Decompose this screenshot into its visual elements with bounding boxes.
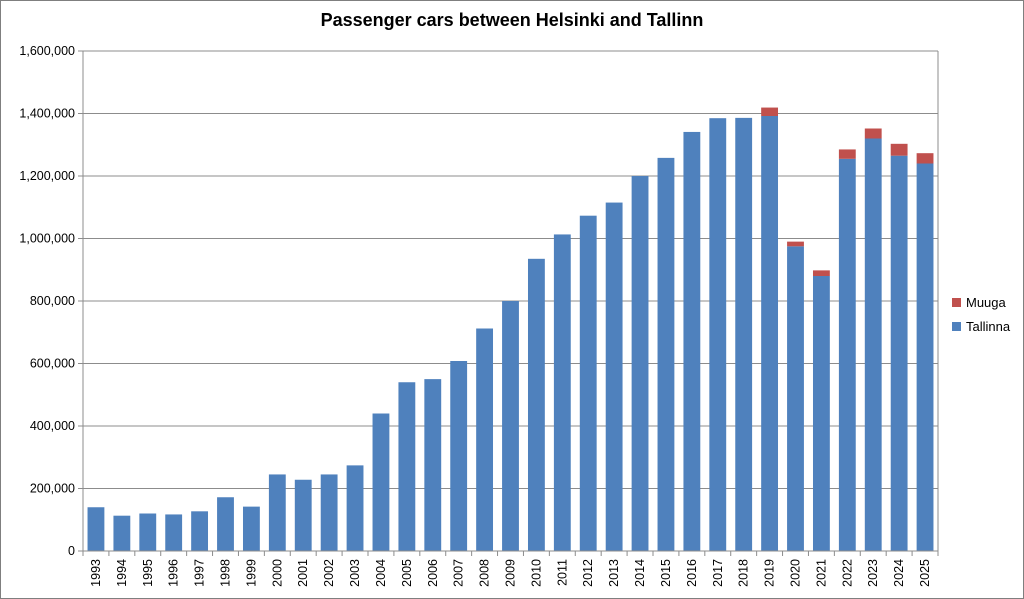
bar-tallinna-1997 [191,511,209,551]
bar-tallinna-2001 [294,479,312,551]
x-tick-label: 2007 [452,559,466,587]
x-tick-label: 1994 [115,559,129,587]
bar-muuga-2025 [916,153,934,164]
bar-tallinna-2008 [476,328,494,551]
x-tick-label: 2021 [814,559,828,587]
bar-tallinna-2018 [735,117,753,551]
x-tick-label: 2017 [711,559,725,587]
bar-tallinna-2021 [812,276,830,551]
y-tick-label: 600,000 [30,357,75,371]
legend-swatch-muuga [952,298,961,307]
bar-tallinna-2002 [320,474,338,551]
bar-tallinna-1999 [242,506,260,551]
x-tick-label: 2002 [322,559,336,587]
bar-tallinna-2009 [502,301,519,551]
y-tick-label: 0 [68,544,75,558]
y-tick-label: 400,000 [30,419,75,433]
x-tick-label: 2005 [400,559,414,587]
y-tick-label: 1,000,000 [19,232,75,246]
x-tick-label: 2001 [296,559,310,587]
bar-tallinna-2004 [372,413,390,551]
bar-muuga-2024 [890,143,908,156]
bar-tallinna-2011 [553,234,571,551]
x-tick-label: 1999 [244,559,258,587]
bar-muuga-2019 [761,107,779,116]
y-tick-label: 1,400,000 [19,107,75,121]
x-tick-label: 1993 [89,559,103,587]
bar-tallinna-2003 [346,465,364,551]
bar-muuga-2021 [812,270,830,276]
x-tick-label: 2000 [270,559,284,587]
bar-tallinna-2006 [424,379,442,551]
bar-tallinna-2017 [709,118,727,551]
bar-tallinna-1993 [87,507,105,551]
x-tick-label: 2006 [426,559,440,587]
bar-tallinna-2007 [450,361,468,551]
bar-tallinna-1998 [217,497,234,551]
y-tick-label: 1,200,000 [19,169,75,183]
x-tick-label: 2015 [659,559,673,587]
bar-tallinna-1995 [139,513,157,551]
x-tick-label: 2023 [866,559,880,587]
x-tick-label: 2022 [840,559,854,587]
bar-tallinna-2012 [579,215,597,551]
bar-tallinna-2005 [398,382,416,551]
legend: Muuga Tallinna [952,295,1011,334]
x-tick-label: 1996 [167,559,181,587]
bar-tallinna-2022 [838,158,856,551]
x-tick-label: 2010 [529,559,543,587]
x-tick-label: 1998 [219,559,233,587]
bar-tallinna-2014 [631,176,649,551]
bar-tallinna-2000 [268,474,286,551]
bar-tallinna-2019 [761,116,779,551]
y-tick-label: 800,000 [30,294,75,308]
x-tick-label: 1995 [141,559,155,587]
x-tick-label: 2008 [478,559,492,587]
legend-label-muuga: Muuga [966,295,1007,310]
x-tick-label: 2019 [763,559,777,587]
x-tick-label: 2004 [374,559,388,587]
x-tick-label: 2024 [892,559,906,587]
x-tick-label: 2014 [633,559,647,587]
y-tick-label: 1,600,000 [19,44,75,58]
x-tick-label: 2003 [348,559,362,587]
x-tick-label: 2013 [607,559,621,587]
bar-tallinna-2024 [890,155,908,551]
y-tick-label: 200,000 [30,482,75,496]
x-tick-label: 2009 [504,559,518,587]
legend-label-tallinna: Tallinna [966,319,1011,334]
bar-tallinna-2025 [916,163,934,551]
bar-tallinna-2015 [657,157,675,551]
x-tick-label: 2012 [581,559,595,587]
bar-tallinna-1994 [113,515,131,551]
bar-muuga-2023 [864,128,882,139]
bar-tallinna-2023 [864,138,882,551]
bar-tallinna-1996 [165,514,183,551]
bar-tallinna-2013 [605,202,623,551]
bar-muuga-2022 [838,149,856,159]
bar-muuga-2020 [787,241,804,247]
bar-tallinna-2020 [787,246,804,551]
x-tick-label: 2025 [918,559,932,587]
bar-tallinna-2010 [527,258,545,551]
x-tick-label: 2018 [737,559,751,587]
chart-title: Passenger cars between Helsinki and Tall… [320,10,704,30]
x-tick-label: 2020 [789,559,803,587]
legend-swatch-tallinna [952,322,961,331]
bars [87,107,934,551]
x-tick-label: 1997 [193,559,207,587]
x-tick-label: 2016 [685,559,699,587]
x-tick-label: 2011 [555,559,569,586]
bar-tallinna-2016 [683,131,701,551]
axes: 0 200,000 400,000 600,000 800,000 1,000,000 1,… [19,44,939,587]
